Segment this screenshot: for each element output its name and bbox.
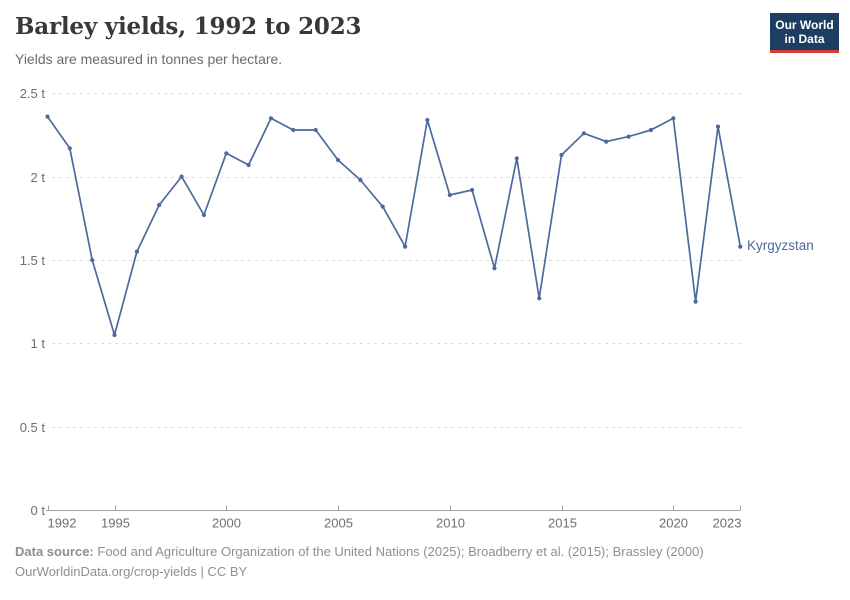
- x-tick-label-5: 2015: [548, 516, 577, 531]
- series-line-kyrgyzstan[interactable]: [46, 115, 742, 336]
- data-point-2017[interactable]: [604, 139, 609, 144]
- data-point-2004[interactable]: [313, 127, 318, 133]
- x-tick-label-4: 2010: [436, 516, 465, 531]
- y-tick-label-3: 1.5 t: [20, 253, 46, 268]
- data-point-2006[interactable]: [358, 177, 363, 183]
- data-point-2022[interactable]: [715, 124, 721, 129]
- x-tick-label-7: 2023: [713, 516, 742, 531]
- y-tick-label-0: 0 t: [31, 503, 46, 518]
- data-point-2005[interactable]: [335, 157, 341, 163]
- data-point-2013[interactable]: [514, 156, 519, 161]
- owid-logo-line1: Our World: [775, 18, 834, 32]
- data-point-2002[interactable]: [268, 116, 274, 121]
- data-point-2000[interactable]: [224, 151, 229, 156]
- data-point-2001[interactable]: [246, 162, 251, 168]
- x-tick-label-6: 2020: [659, 516, 688, 531]
- page-subtitle: Yields are measured in tonnes per hectar…: [15, 51, 283, 67]
- page-title: Barley yields, 1992 to 2023: [15, 13, 362, 40]
- data-point-2016[interactable]: [581, 131, 587, 136]
- data-point-2003[interactable]: [291, 127, 296, 133]
- data-point-1994[interactable]: [90, 257, 95, 263]
- data-point-2007[interactable]: [380, 204, 385, 209]
- data-point-2014[interactable]: [537, 296, 542, 301]
- data-point-2019[interactable]: [648, 127, 654, 133]
- data-point-2008[interactable]: [403, 244, 408, 249]
- y-tick-label-4: 2 t: [31, 170, 46, 185]
- data-point-2012[interactable]: [492, 266, 497, 271]
- data-source-label: Data source:: [15, 544, 94, 559]
- data-source-text: Food and Agriculture Organization of the…: [97, 544, 704, 559]
- data-point-2020[interactable]: [671, 116, 676, 121]
- data-point-1995[interactable]: [112, 332, 117, 338]
- y-tick-label-5: 2.5 t: [20, 86, 46, 101]
- owid-logo[interactable]: Our World in Data: [770, 13, 839, 53]
- x-tick-label-0: 1992: [48, 516, 77, 531]
- attribution-line: OurWorldinData.org/crop-yields | CC BY: [15, 564, 248, 579]
- data-point-2011[interactable]: [470, 187, 475, 193]
- data-point-1998[interactable]: [179, 174, 184, 179]
- data-point-1997[interactable]: [157, 202, 162, 208]
- data-source-line: Data source: Food and Agriculture Organi…: [15, 542, 704, 562]
- data-point-1999[interactable]: [201, 212, 206, 218]
- owid-logo-line2: in Data: [784, 32, 825, 46]
- data-point-2023[interactable]: [738, 244, 743, 249]
- data-point-1992[interactable]: [45, 114, 50, 119]
- data-point-2009[interactable]: [425, 117, 430, 123]
- data-point-2018[interactable]: [626, 134, 631, 139]
- x-tick-label-1: 1995: [101, 516, 130, 531]
- data-point-2010[interactable]: [447, 192, 452, 198]
- series-label-kyrgyzstan[interactable]: Kyrgyzstan: [747, 238, 814, 253]
- x-tick-label-3: 2005: [324, 516, 353, 531]
- data-point-1996[interactable]: [134, 249, 139, 254]
- y-tick-label-1: 0.5 t: [20, 420, 46, 435]
- data-point-2015[interactable]: [559, 152, 564, 158]
- x-tick-label-2: 2000: [212, 516, 241, 531]
- data-point-1993[interactable]: [67, 146, 72, 151]
- chart-footer: Data source: Food and Agriculture Organi…: [15, 542, 704, 582]
- y-tick-label-2: 1 t: [31, 336, 46, 351]
- data-point-2021[interactable]: [693, 299, 698, 304]
